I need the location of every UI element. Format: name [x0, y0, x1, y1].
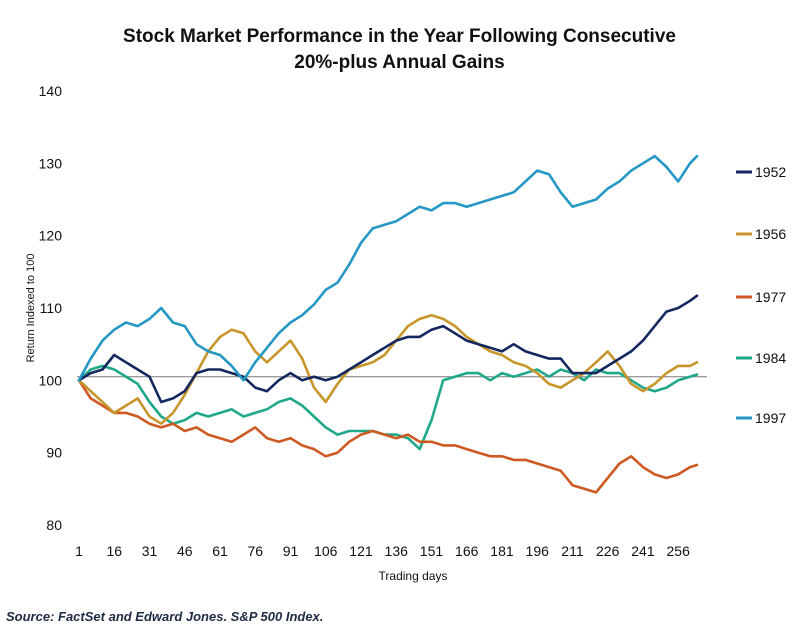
- legend-label-1956: 1956: [755, 226, 786, 242]
- y-tick-label: 110: [40, 300, 63, 316]
- series-line-1984: [77, 364, 699, 451]
- x-tick-label: 121: [349, 543, 373, 559]
- series-line-1952: [77, 294, 699, 404]
- legend-label-1984: 1984: [755, 350, 786, 366]
- y-axis-label: Return Indexed to 100: [25, 254, 37, 363]
- x-axis-ticks: 1 16 31 46 61 76 91 106 121 136 151 166 181 196 211 226…: [75, 543, 690, 559]
- y-tick-label: 120: [39, 228, 63, 244]
- x-tick-label: 226: [596, 543, 620, 559]
- x-tick-label: 196: [526, 543, 550, 559]
- x-tick-label: 151: [420, 543, 444, 559]
- x-tick-label: 211: [561, 543, 584, 559]
- chart-title-line-1: Stock Market Performance in the Year Fol…: [123, 26, 676, 47]
- x-tick-label: 181: [490, 543, 514, 559]
- y-tick-label: 100: [39, 372, 63, 388]
- series-line-1997: [77, 154, 699, 382]
- x-tick-label: 61: [212, 543, 228, 559]
- source-note: Source: FactSet and Edward Jones. S&P 50…: [6, 609, 324, 624]
- y-tick-label: 90: [46, 445, 62, 461]
- x-axis-label: Trading days: [379, 569, 448, 583]
- y-tick-label: 140: [39, 83, 63, 99]
- x-tick-label: 91: [283, 543, 299, 559]
- x-tick-label: 256: [667, 543, 691, 559]
- series-line-1977: [77, 379, 699, 494]
- y-tick-label: 80: [46, 517, 62, 533]
- x-tick-label: 16: [106, 543, 122, 559]
- x-tick-label: 1: [75, 543, 83, 559]
- x-tick-label: 136: [385, 543, 409, 559]
- x-tick-label: 166: [455, 543, 479, 559]
- legend-label-1997: 1997: [755, 410, 786, 426]
- series-lines: [77, 154, 699, 494]
- y-tick-label: 130: [39, 155, 63, 171]
- x-tick-label: 106: [314, 543, 338, 559]
- x-tick-label: 31: [142, 543, 158, 559]
- legend-label-1977: 1977: [755, 289, 786, 305]
- chart-title-line-2: 20%-plus Annual Gains: [294, 52, 505, 73]
- legend: 1952 1956 1977 1984 1997: [736, 164, 786, 426]
- y-axis-ticks: 80 90 100 110 120 130 140: [39, 83, 63, 533]
- legend-label-1952: 1952: [755, 164, 786, 180]
- x-tick-label: 76: [247, 543, 263, 559]
- x-tick-label: 241: [631, 543, 655, 559]
- x-tick-label: 46: [177, 543, 193, 559]
- series-line-1956: [77, 313, 699, 425]
